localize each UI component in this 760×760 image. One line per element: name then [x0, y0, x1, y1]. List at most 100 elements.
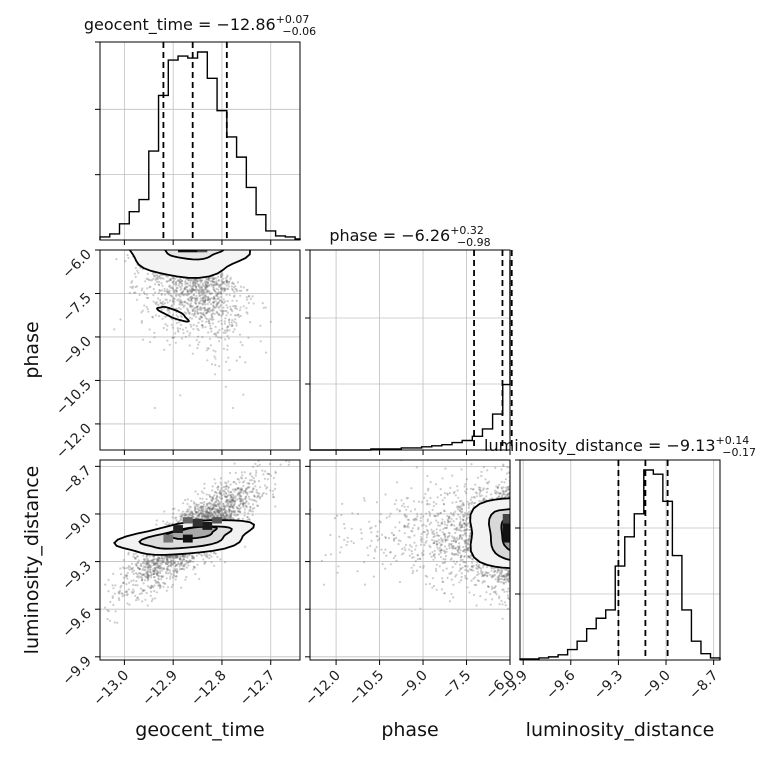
scatter-point	[252, 302, 255, 305]
scatter-point	[113, 592, 116, 595]
scatter-point	[122, 576, 125, 579]
scatter-point	[180, 518, 183, 522]
scatter-point	[230, 494, 233, 498]
scatter-point	[181, 567, 184, 570]
scatter-point	[434, 515, 437, 518]
scatter-point	[220, 279, 223, 282]
scatter-point	[245, 296, 248, 299]
scatter-point	[124, 574, 127, 577]
scatter-point	[173, 289, 176, 292]
scatter-point	[188, 554, 191, 557]
scatter-point	[207, 516, 210, 519]
scatter-point	[158, 583, 162, 587]
scatter-point	[145, 576, 148, 579]
scatter-point	[178, 519, 181, 523]
scatter-point	[146, 287, 149, 290]
scatter-point	[219, 292, 223, 295]
scatter-point	[164, 562, 167, 565]
scatter-point	[469, 498, 472, 501]
scatter-point	[192, 294, 195, 297]
scatter-point	[125, 594, 128, 597]
scatter-point	[106, 609, 109, 612]
scatter-point	[174, 560, 177, 563]
scatter-point	[206, 285, 209, 288]
scatter-point	[208, 298, 212, 301]
scatter-point	[165, 572, 168, 575]
scatter-point	[186, 282, 189, 285]
scatter-point	[231, 299, 234, 302]
scatter-point	[464, 577, 467, 580]
scatter-point	[468, 591, 471, 594]
scatter-point	[190, 298, 193, 301]
scatter-point	[215, 302, 218, 305]
scatter-point	[478, 491, 482, 494]
scatter-point	[224, 317, 227, 320]
scatter-point	[211, 280, 214, 283]
scatter-point	[238, 495, 241, 498]
scatter-point	[169, 555, 172, 559]
scatter-point	[433, 553, 436, 556]
scatter-point	[185, 566, 188, 569]
scatter-point	[205, 512, 208, 515]
scatter-point	[148, 561, 151, 564]
scatter-point	[138, 567, 141, 570]
scatter-point	[159, 562, 162, 565]
scatter-point	[197, 514, 200, 517]
scatter-point	[182, 332, 185, 335]
scatter-point	[174, 332, 177, 335]
scatter-point	[240, 498, 243, 501]
scatter-point	[231, 406, 235, 410]
scatter-point	[195, 339, 198, 342]
scatter-point	[459, 567, 463, 571]
scatter-point	[166, 301, 169, 304]
scatter-point	[446, 515, 449, 518]
scatter-point	[211, 316, 214, 319]
scatter-point	[168, 285, 171, 288]
scatter-point	[233, 314, 237, 317]
scatter-point	[248, 490, 252, 493]
scatter-point	[192, 314, 195, 317]
scatter-point	[197, 312, 200, 315]
scatter-point	[132, 555, 135, 558]
scatter-point	[432, 554, 435, 558]
scatter-point	[242, 484, 245, 487]
scatter-point	[225, 314, 228, 317]
scatter-point	[462, 514, 465, 517]
scatter-point	[152, 570, 155, 573]
scatter-point	[262, 491, 265, 495]
scatter-point	[227, 282, 230, 286]
scatter-point	[459, 549, 462, 552]
scatter-point	[169, 277, 172, 280]
scatter-point	[231, 282, 234, 285]
scatter-point	[251, 503, 255, 506]
scatter-point	[218, 513, 221, 516]
scatter-point	[230, 321, 233, 324]
scatter-point	[173, 507, 176, 510]
scatter-point	[199, 509, 203, 512]
scatter-point	[200, 293, 203, 296]
scatter-point	[243, 514, 246, 517]
scatter-point	[442, 502, 445, 506]
scatter-point	[225, 326, 229, 329]
scatter-point	[140, 320, 143, 323]
scatter-point	[416, 554, 419, 557]
scatter-point	[413, 524, 416, 527]
scatter-point	[216, 486, 219, 489]
scatter-point	[410, 529, 413, 533]
scatter-point	[194, 516, 197, 520]
scatter-point	[177, 562, 180, 565]
scatter-point	[153, 567, 156, 570]
scatter-point	[186, 502, 189, 506]
scatter-point	[182, 554, 185, 557]
scatter-point	[184, 293, 187, 296]
scatter-point	[198, 318, 202, 321]
scatter-point	[233, 290, 236, 293]
scatter-point	[195, 278, 199, 281]
scatter-point	[166, 309, 169, 312]
scatter-point	[228, 500, 231, 503]
scatter-point	[237, 492, 241, 495]
scatter-point	[201, 326, 204, 329]
scatter-point	[118, 591, 121, 594]
scatter-point	[464, 540, 467, 543]
scatter-point	[248, 479, 251, 482]
